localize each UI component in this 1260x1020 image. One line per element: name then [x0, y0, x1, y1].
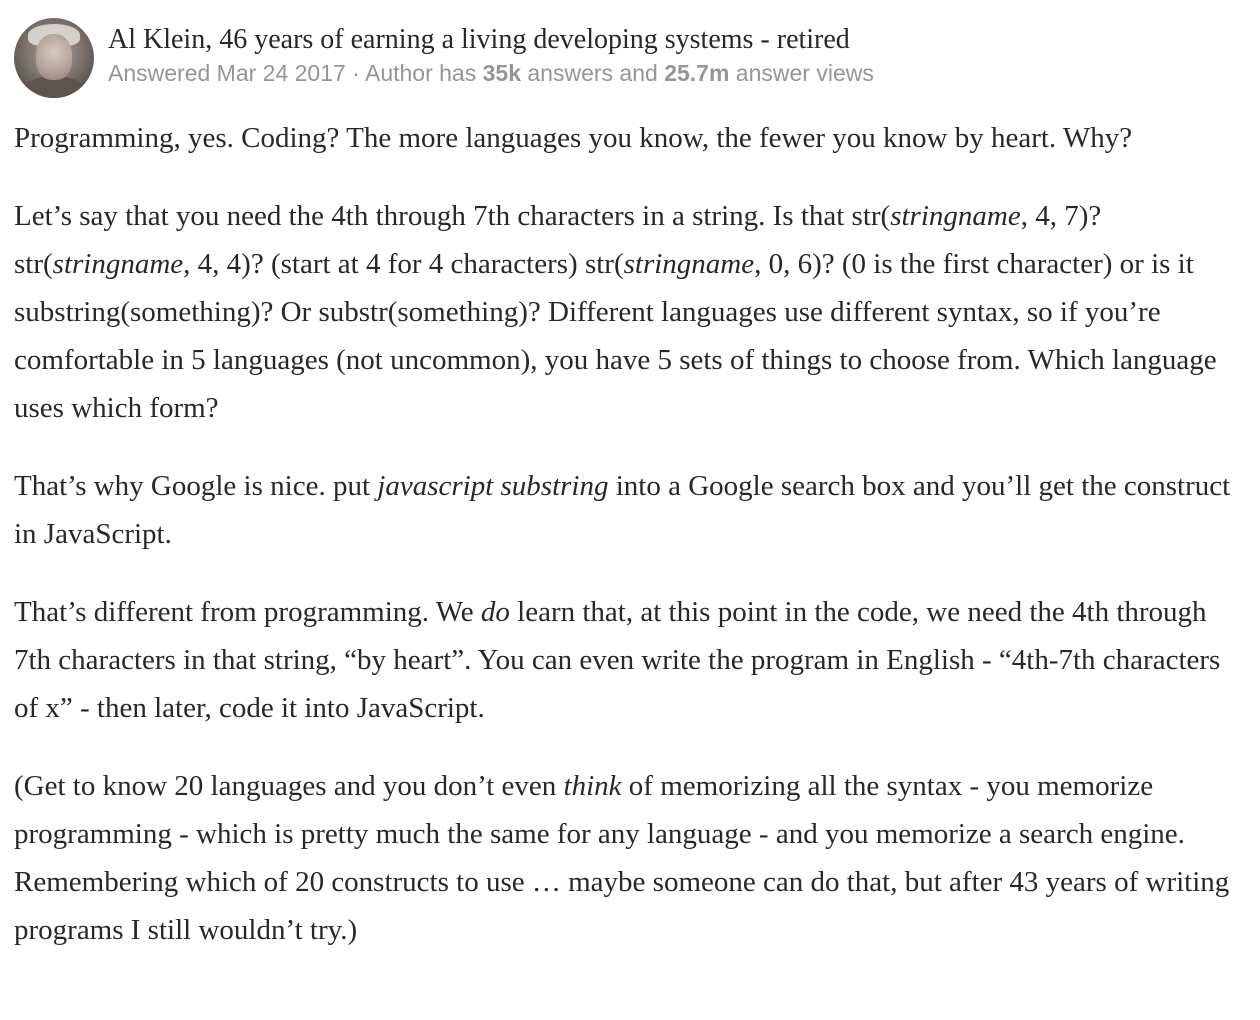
answered-date[interactable]: Answered Mar 24 2017 · Author has: [108, 60, 483, 86]
answer-stats: Answered Mar 24 2017 · Author has 35k an…: [108, 58, 874, 88]
p2-text-a: Let’s say that you need the 4th through …: [14, 200, 891, 232]
p2-italic-stringname-2: stringname: [52, 248, 184, 280]
p4-text-a: That’s different from programming. We: [14, 596, 481, 628]
author-meta: Al Klein, 46 years of earning a living d…: [108, 18, 874, 88]
answer-body: Programming, yes. Coding? The more langu…: [14, 114, 1234, 954]
author-name-credential[interactable]: Al Klein, 46 years of earning a living d…: [108, 24, 850, 55]
avatar-face: [36, 34, 72, 80]
p4-text-c: learn that, at this point in the code, w…: [14, 596, 1221, 724]
p5-text-c: of memorizing all the syntax - you memor…: [14, 770, 1230, 946]
p2-text-g: , 0, 6)? (0 is the first character) or i…: [14, 248, 1217, 424]
paragraph-1: Programming, yes. Coding? The more langu…: [14, 114, 1234, 162]
paragraph-5: (Get to know 20 languages and you don’t …: [14, 762, 1234, 954]
answers-count: 35k: [482, 60, 521, 86]
answers-mid: answers and: [520, 60, 665, 86]
p5-italic-think: think: [563, 770, 622, 802]
paragraph-2: Let’s say that you need the 4th through …: [14, 192, 1234, 432]
views-count: 25.7m: [664, 60, 730, 86]
p5-text-a: (Get to know 20 languages and you don’t …: [14, 770, 564, 802]
answer-card: Al Klein, 46 years of earning a living d…: [14, 18, 1234, 954]
answer-header: Al Klein, 46 years of earning a living d…: [14, 18, 1234, 100]
p3-italic-query: javascript substring: [377, 470, 609, 502]
paragraph-3: That’s why Google is nice. put javascrip…: [14, 462, 1234, 558]
views-tail: answer views: [729, 60, 874, 86]
p2-text-c: , 4, 7)? str(: [14, 200, 1102, 280]
p2-italic-stringname-3: stringname: [623, 248, 755, 280]
p3-text-c: into a Google search box and you’ll get …: [14, 470, 1231, 550]
avatar-shoulders: [18, 76, 90, 98]
avatar[interactable]: [14, 18, 94, 98]
p2-italic-stringname-1: stringname: [890, 200, 1021, 232]
paragraph-4: That’s different from programming. We do…: [14, 588, 1234, 732]
p2-text-e: , 4, 4)? (start at 4 for 4 characters) s…: [183, 248, 624, 280]
p4-italic-do: do: [480, 596, 510, 628]
p1-text: Programming, yes. Coding? The more langu…: [14, 122, 1133, 154]
p3-text-a: That’s why Google is nice. put: [14, 470, 378, 502]
